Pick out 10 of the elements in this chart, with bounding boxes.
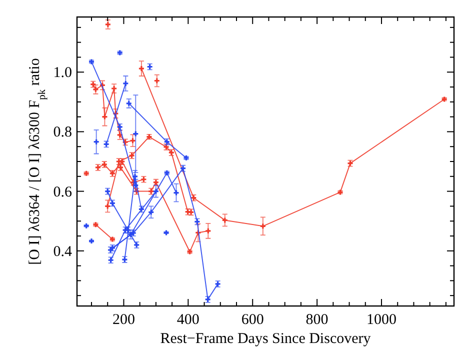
x-tick-label: 800 [306, 312, 328, 328]
y-tick-label: 1.0 [53, 65, 72, 82]
x-tick-label: 200 [112, 312, 135, 328]
x-tick-label: 400 [176, 312, 200, 328]
y-tick-label: 0.8 [53, 124, 72, 141]
y-tick-label: 0.6 [53, 184, 72, 200]
y-tick-label: 0.4 [53, 244, 72, 260]
x-axis-title: Rest−Frame Days Since Discovery [160, 331, 372, 347]
x-tick-label: 600 [241, 312, 264, 328]
x-tick-label: 1000 [366, 312, 396, 328]
